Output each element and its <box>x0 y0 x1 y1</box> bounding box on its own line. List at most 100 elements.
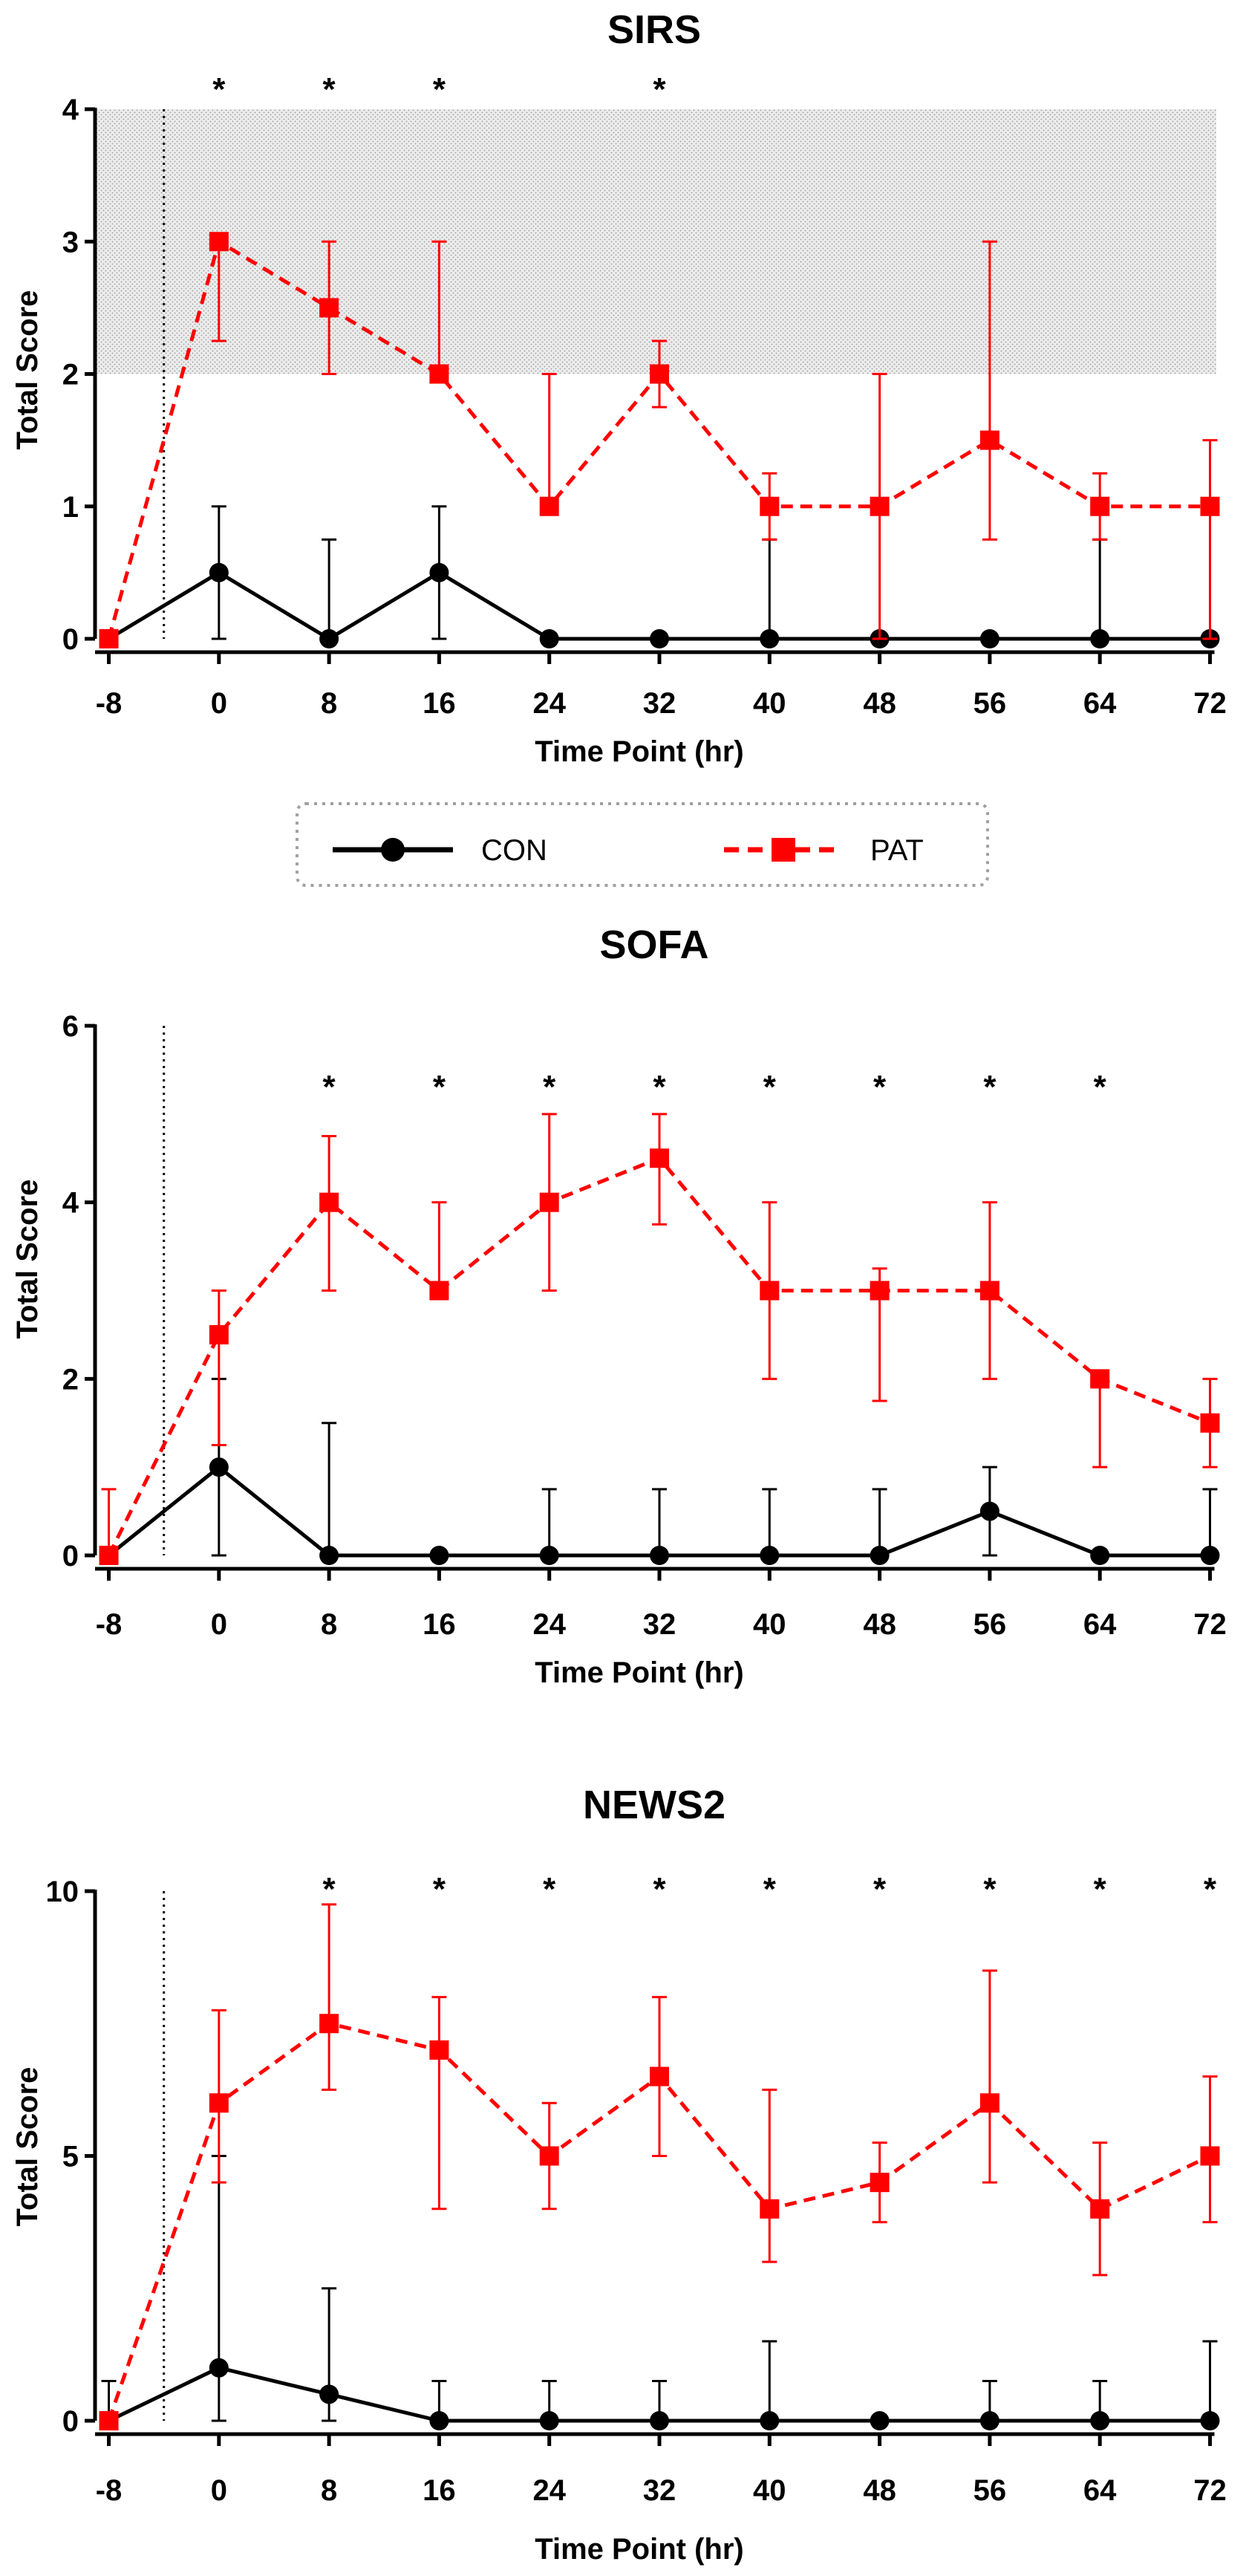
news2-xlabel: Time Point (hr) <box>535 2533 743 2566</box>
sofa-con-point <box>1200 1546 1220 1565</box>
sofa-con-point <box>760 1546 780 1565</box>
news2-x-tick-label: 32 <box>643 2474 676 2507</box>
news2-y-tick-label: 0 <box>62 2405 79 2438</box>
sofa-y-tick-label: 6 <box>62 1010 79 1043</box>
sirs-con-point <box>979 629 999 648</box>
news2-pat-point <box>209 2093 229 2113</box>
sofa-xlabel: Time Point (hr) <box>535 1656 743 1689</box>
sofa-pat-point <box>99 1546 119 1565</box>
sirs-x-tick-label: 40 <box>753 687 786 720</box>
sofa-y-tick-label: 2 <box>62 1363 79 1396</box>
sirs-x-tick-label: 56 <box>974 687 1007 720</box>
news2-x-tick-label: 0 <box>211 2474 227 2507</box>
sofa-title: SOFA <box>599 923 708 967</box>
news2-con-point <box>979 2411 999 2430</box>
news2-pat-point <box>1090 2199 1110 2219</box>
sofa-significance-star: * <box>763 1069 777 1105</box>
sirs-pat-point <box>99 629 119 648</box>
sirs-y-tick-label: 0 <box>62 623 79 656</box>
news2-pat-point <box>650 2066 669 2087</box>
sirs-con-point <box>1090 629 1110 648</box>
sirs-x-tick-label: 24 <box>532 687 566 720</box>
sirs-con-series-line <box>108 570 1210 641</box>
sofa-con-point <box>209 1457 229 1477</box>
sofa-x-tick-label: 8 <box>321 1608 337 1641</box>
sofa-x-tick-label: -8 <box>96 1608 123 1641</box>
news2-con-point <box>760 2411 780 2430</box>
sirs-con-point <box>539 629 559 648</box>
sofa-significance-star: * <box>983 1069 997 1105</box>
sofa-pat-point <box>209 1324 229 1344</box>
sirs-x-tick-label: -8 <box>96 687 123 720</box>
sofa-x-tick-label: 24 <box>532 1608 566 1641</box>
sofa-con-point <box>429 1546 449 1565</box>
sirs-ylabel: Total Score <box>11 290 44 450</box>
news2-pat-point <box>539 2146 559 2166</box>
sofa-x-tick-label: 40 <box>753 1608 786 1641</box>
sofa-pat-point <box>650 1148 669 1168</box>
sofa-significance-star: * <box>543 1069 556 1105</box>
news2-x-tick-label: 72 <box>1193 2474 1227 2507</box>
news2-con-point <box>209 2358 229 2378</box>
news2-pat-point <box>760 2199 780 2219</box>
sofa-significance-star: * <box>653 1069 666 1105</box>
sirs-x-tick-label: 72 <box>1193 687 1227 720</box>
news2-significance-star: * <box>1094 1871 1107 1907</box>
sirs-significance-star: * <box>323 71 336 108</box>
sofa-con-point <box>319 1546 339 1565</box>
sofa-ylabel: Total Score <box>11 1180 44 1339</box>
sirs-pat-point <box>650 364 669 384</box>
news2-significance-star: * <box>763 1871 777 1907</box>
legend-item-con: CON <box>333 834 547 867</box>
sirs-y-tick-label: 1 <box>62 491 79 524</box>
legend: CON PAT <box>296 802 989 887</box>
sirs-x-tick-label: 0 <box>211 687 227 720</box>
sirs-y-tick-label: 4 <box>62 94 79 126</box>
sofa-y-tick-label: 0 <box>62 1540 79 1572</box>
sofa-con-point <box>539 1546 559 1565</box>
sirs-plot: 0 1 2 3 4 -8 0 8 16 24 32 40 48 56 64 72 * * * * <box>62 71 1227 720</box>
news2-x-tick-label: -8 <box>96 2474 123 2507</box>
sofa-con-point <box>650 1546 669 1565</box>
sirs-shaded-band <box>97 109 1216 374</box>
sofa-pat-point <box>429 1281 449 1301</box>
news2-pat-point <box>99 2411 119 2430</box>
legend-pat-marker <box>772 838 795 862</box>
sofa-pat-point <box>319 1192 339 1212</box>
sirs-pat-point <box>1090 496 1110 516</box>
sirs-con-point <box>650 629 669 648</box>
sirs-xlabel: Time Point (hr) <box>535 735 743 768</box>
news2-x-tick-label: 16 <box>423 2474 456 2507</box>
news2-significance-star: * <box>653 1871 666 1907</box>
news2-significance-star: * <box>983 1871 997 1907</box>
sirs-con-point <box>319 629 339 648</box>
sofa-pat-point <box>979 1281 999 1301</box>
news2-con-point <box>539 2411 559 2430</box>
legend-con-marker <box>381 838 405 862</box>
news2-con-point <box>870 2411 890 2430</box>
news2-pat-point <box>1200 2146 1220 2166</box>
sofa-significance-star: * <box>1094 1069 1107 1105</box>
news2-pat-point <box>870 2173 890 2193</box>
news2-y-tick-label: 10 <box>46 1876 79 1908</box>
news2-x-tick-label: 56 <box>974 2474 1007 2507</box>
news2-con-point <box>650 2411 669 2430</box>
sofa-con-point <box>979 1501 999 1521</box>
news2-significance-star: * <box>873 1871 887 1907</box>
news2-x-tick-label: 48 <box>863 2474 896 2507</box>
sofa-pat-point <box>1200 1413 1220 1433</box>
sofa-x-tick-label: 16 <box>423 1608 456 1641</box>
sofa-y-tick-label: 4 <box>62 1187 79 1220</box>
panel-news2: NEWS2 Total Score Time Point (hr) 0 5 10 -8… <box>11 1783 1227 2566</box>
sofa-pat-point <box>1090 1369 1110 1389</box>
sofa-significance-star: * <box>433 1069 446 1105</box>
news2-pat-point <box>319 2014 339 2034</box>
sirs-con-point <box>209 562 229 582</box>
panel-sirs: SIRS Total Score Time Point (hr) 0 1 2 3 4 -8… <box>11 7 1227 768</box>
sofa-pat-point <box>760 1281 780 1301</box>
sofa-x-tick-label: 64 <box>1083 1608 1117 1641</box>
news2-con-point <box>1090 2411 1110 2430</box>
news2-significance-star: * <box>1204 1871 1217 1907</box>
